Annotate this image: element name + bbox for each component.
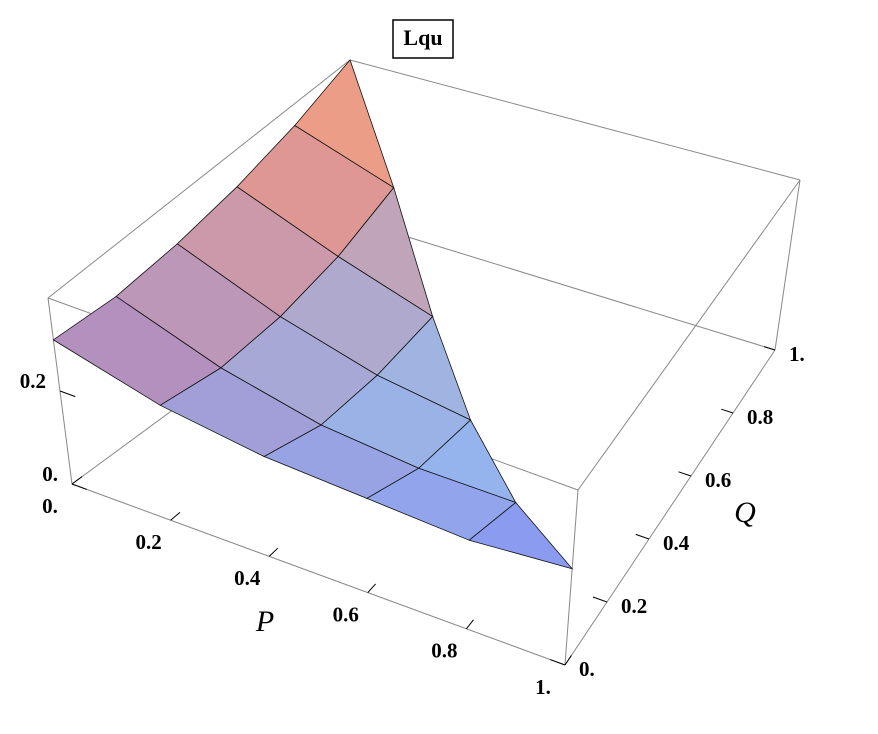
- x-tick: [170, 511, 181, 521]
- y-tick-label: 0.2: [621, 594, 647, 618]
- box-edge: [577, 179, 801, 491]
- x-tick: [268, 547, 279, 557]
- x-axis-label: P: [255, 605, 274, 638]
- box-edge: [774, 179, 801, 351]
- x-tick-label: 0.4: [234, 566, 261, 590]
- x-tick-label: 0.6: [333, 602, 359, 626]
- x-tick: [564, 655, 572, 666]
- title-box: [392, 19, 454, 59]
- x-tick: [367, 583, 376, 593]
- y-tick-label: 1.: [789, 342, 805, 366]
- box-edge: [47, 59, 351, 299]
- y-axis-label: Q: [734, 496, 756, 529]
- x-tick: [466, 619, 474, 630]
- y-tick-label: 0.4: [663, 531, 690, 555]
- box-edge: [564, 489, 579, 666]
- y-tick: [721, 408, 734, 414]
- z-tick: [59, 390, 76, 398]
- y-tick: [635, 533, 650, 540]
- box-edge: [71, 483, 566, 666]
- y-tick-label: 0.8: [747, 405, 773, 429]
- y-tick-label: 0.6: [705, 468, 731, 492]
- z-tick: [71, 483, 87, 490]
- y-tick: [763, 346, 776, 351]
- surface-patch: [468, 501, 574, 570]
- y-tick: [592, 596, 608, 603]
- x-tick-label: 1.: [535, 675, 551, 699]
- y-tick: [678, 471, 692, 477]
- box-edge: [564, 349, 776, 666]
- x-tick-label: 0.8: [431, 639, 457, 663]
- z-tick-label: 0.2: [20, 369, 46, 393]
- x-tick-label: 0.2: [135, 530, 161, 554]
- chart-title: Lqu: [403, 25, 442, 50]
- box-edge: [407, 236, 776, 351]
- y-tick: [550, 659, 566, 666]
- z-tick-label: 0.: [42, 462, 58, 486]
- x-tick-label: 0.: [42, 494, 58, 518]
- x-tick: [71, 476, 83, 485]
- y-tick-label: 0.: [579, 657, 595, 681]
- box-edge: [349, 59, 801, 181]
